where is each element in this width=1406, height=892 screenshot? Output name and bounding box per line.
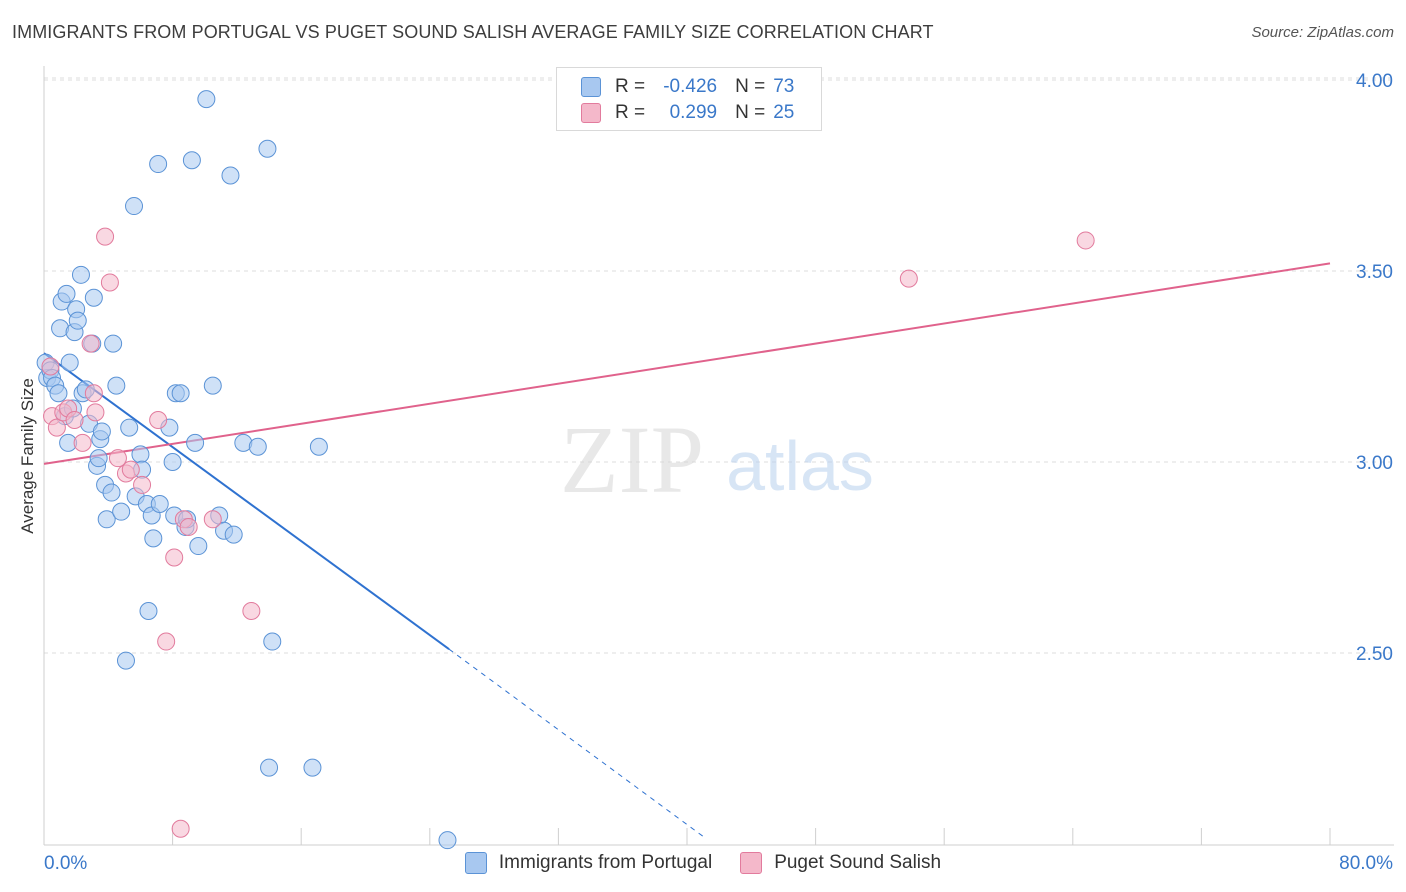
point-portugal: [186, 433, 205, 452]
point-portugal: [163, 453, 182, 471]
point-portugal: [92, 422, 111, 441]
watermark: ZIP atlas: [560, 406, 874, 513]
point-salish: [242, 601, 261, 620]
y-axis-label: Average Family Size: [18, 378, 37, 534]
point-portugal: [104, 334, 123, 353]
point-portugal: [102, 483, 121, 502]
point-portugal: [224, 525, 243, 544]
legend-swatch-pink: [581, 103, 601, 123]
series-legend: Immigrants from Portugal Puget Sound Sal…: [0, 852, 1406, 874]
legend-item-portugal[interactable]: Immigrants from Portugal: [464, 852, 713, 874]
chart-title: IMMIGRANTS FROM PORTUGAL VS PUGET SOUND …: [12, 22, 934, 42]
point-salish: [47, 418, 66, 437]
point-portugal: [144, 529, 163, 548]
point-salish: [96, 227, 115, 246]
legend-label-portugal: Immigrants from Portugal: [498, 852, 713, 873]
legend-r-label: R =: [615, 76, 646, 97]
point-portugal: [97, 510, 116, 529]
point-salish: [86, 403, 105, 422]
point-portugal: [221, 166, 240, 185]
point-portugal: [57, 284, 76, 303]
legend-n-value: 25: [773, 102, 795, 123]
point-salish: [1076, 231, 1095, 250]
point-portugal: [49, 384, 68, 403]
trend-lines: [43, 262, 1331, 837]
point-portugal: [182, 151, 201, 170]
legend-label-salish: Puget Sound Salish: [774, 852, 942, 873]
point-salish: [133, 475, 152, 494]
watermark-zip: ZIP: [560, 406, 704, 513]
point-portugal: [139, 601, 158, 620]
trend-line-portugal-extension: [448, 648, 704, 837]
x-tick-label: 0.0%: [44, 853, 87, 874]
point-portugal: [438, 831, 457, 850]
point-salish: [899, 269, 918, 288]
point-portugal: [171, 384, 190, 403]
legend-swatch-pink: [740, 852, 763, 874]
legend-item-salish[interactable]: Puget Sound Salish: [740, 852, 941, 874]
point-salish: [100, 273, 119, 292]
point-portugal: [303, 758, 322, 777]
point-salish: [179, 517, 198, 536]
trend-line-portugal: [43, 352, 450, 650]
point-portugal: [258, 139, 277, 158]
legend-row-salish: R = 0.299 N = 25: [581, 101, 794, 125]
point-salish: [157, 632, 176, 651]
point-portugal: [125, 197, 144, 216]
point-portugal: [120, 418, 139, 437]
y-tick-label: 2.50: [1356, 644, 1393, 665]
legend-r-label: R =: [615, 102, 646, 123]
point-portugal: [60, 353, 79, 372]
point-portugal: [189, 537, 208, 556]
y-tick-label: 3.00: [1356, 453, 1393, 474]
point-portugal: [263, 632, 282, 651]
point-portugal: [107, 376, 126, 395]
point-salish: [121, 460, 140, 479]
point-portugal: [89, 449, 108, 468]
stats-legend: R = -0.426 N = 73 R = 0.299 N = 25: [556, 67, 822, 131]
point-salish: [203, 510, 222, 529]
point-portugal: [197, 90, 216, 109]
legend-n-label: N =: [735, 76, 766, 97]
point-portugal: [68, 311, 87, 330]
point-portugal: [131, 445, 150, 464]
legend-swatch-blue: [581, 77, 601, 97]
point-salish: [73, 433, 92, 452]
point-salish: [41, 357, 60, 376]
point-salish: [108, 449, 127, 468]
point-portugal: [116, 651, 135, 670]
watermark-atlas: atlas: [726, 427, 874, 505]
legend-r-value: 0.299: [669, 102, 718, 123]
point-portugal: [203, 376, 222, 395]
point-portugal: [260, 758, 279, 777]
point-portugal: [309, 437, 328, 456]
y-tick-label: 4.00: [1356, 71, 1393, 92]
point-salish: [84, 384, 103, 403]
source-credit: Source: ZipAtlas.com: [1251, 24, 1394, 41]
y-tick-label: 3.50: [1356, 262, 1393, 283]
point-portugal: [149, 155, 168, 174]
axes: [43, 66, 1394, 846]
point-portugal: [112, 502, 131, 521]
legend-r-value: -0.426: [663, 76, 718, 97]
point-portugal: [150, 495, 169, 514]
point-portugal: [84, 288, 103, 307]
legend-row-portugal: R = -0.426 N = 73: [581, 75, 794, 99]
legend-swatch-blue: [464, 852, 487, 874]
point-salish: [149, 410, 168, 429]
data-points: [36, 90, 1095, 850]
point-portugal: [248, 437, 267, 456]
point-salish: [65, 410, 84, 429]
point-salish: [165, 548, 184, 567]
point-portugal: [71, 265, 90, 284]
legend-n-value: 73: [773, 76, 795, 97]
point-salish: [171, 819, 190, 838]
x-tick-label: 80.0%: [1339, 853, 1393, 874]
trend-line-salish: [43, 262, 1331, 465]
point-salish: [81, 334, 100, 353]
grid-lines: [44, 77, 1390, 654]
legend-n-label: N =: [735, 102, 766, 123]
tick-labels: 2.50 3.00 3.50 4.00 0.0% 80.0%: [44, 71, 1393, 874]
